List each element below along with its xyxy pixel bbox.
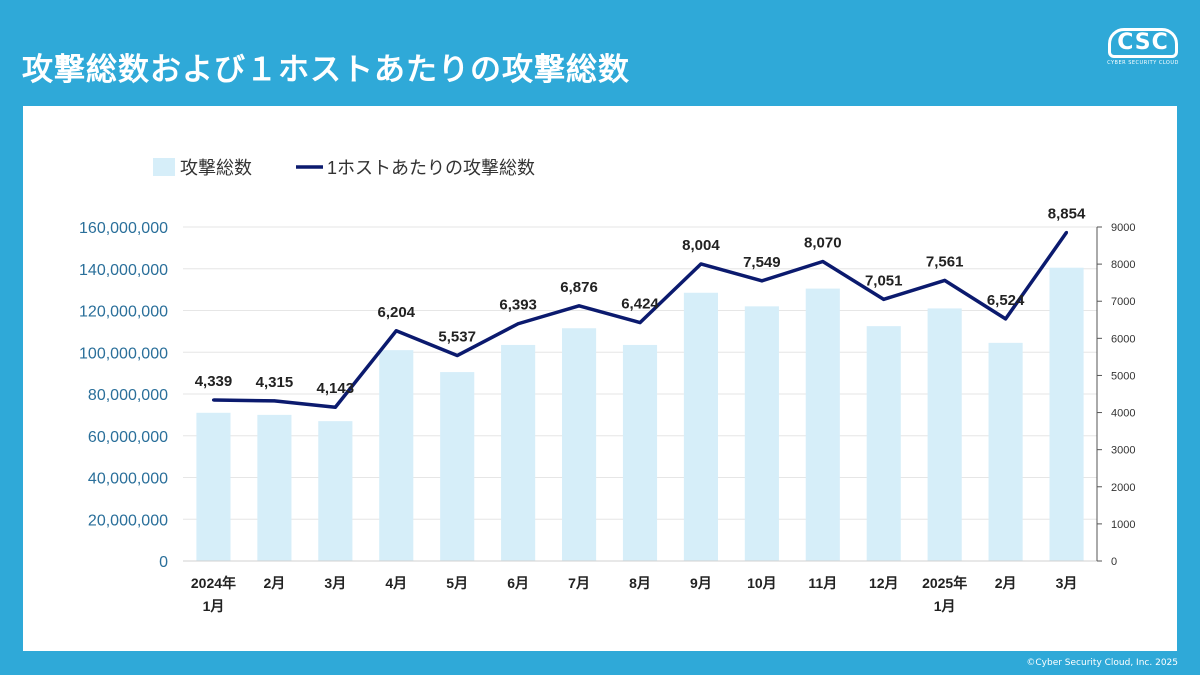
combo-chart: 0 20,000,000 40,000,000 60,000,000 80,000,00… bbox=[79, 158, 1135, 614]
right-tick-label: 3000 bbox=[1111, 445, 1135, 457]
right-tick-label: 0 bbox=[1111, 556, 1117, 568]
right-tick-label: 4000 bbox=[1111, 408, 1135, 420]
right-tick-label: 2000 bbox=[1111, 482, 1135, 494]
right-tick-label: 1000 bbox=[1111, 519, 1135, 531]
data-label: 6,876 bbox=[560, 279, 598, 296]
data-label: 6,393 bbox=[499, 297, 537, 314]
bar bbox=[805, 288, 840, 561]
data-label: 4,315 bbox=[256, 374, 294, 391]
bar bbox=[379, 350, 414, 561]
left-tick-label: 120,000,000 bbox=[79, 304, 168, 321]
bar bbox=[501, 344, 536, 561]
legend-bar-swatch bbox=[153, 158, 175, 176]
line-point bbox=[272, 399, 276, 403]
x-tick-label: 12月 bbox=[869, 575, 899, 591]
data-label: 6,524 bbox=[987, 292, 1025, 309]
data-label: 6,204 bbox=[377, 304, 415, 321]
data-label: 8,004 bbox=[682, 237, 720, 254]
x-tick-label: 1月 bbox=[203, 598, 225, 614]
logo-subtitle: CYBER SECURITY CLOUD bbox=[1107, 60, 1179, 66]
right-tick-label: 8000 bbox=[1111, 259, 1135, 271]
x-tick-label: 2月 bbox=[264, 575, 286, 591]
x-tick-label: 3月 bbox=[1056, 575, 1078, 591]
right-tick-label: 7000 bbox=[1111, 296, 1135, 308]
bar bbox=[1049, 267, 1084, 561]
x-tick-label: 10月 bbox=[747, 575, 777, 591]
x-tick-label: 6月 bbox=[507, 575, 529, 591]
x-tick-label: 7月 bbox=[568, 575, 590, 591]
left-tick-label: 60,000,000 bbox=[88, 429, 168, 446]
data-label: 7,561 bbox=[926, 253, 964, 270]
line-point bbox=[882, 297, 886, 301]
bar bbox=[927, 308, 962, 561]
right-tick-label: 9000 bbox=[1111, 222, 1135, 234]
chart-panel: 0 20,000,000 40,000,000 60,000,000 80,000,00… bbox=[23, 106, 1177, 651]
line-point bbox=[699, 262, 703, 266]
data-label: 7,051 bbox=[865, 272, 903, 289]
line-point bbox=[760, 279, 764, 283]
cloud-icon: CSC bbox=[1108, 28, 1178, 58]
bar bbox=[683, 292, 718, 561]
x-tick-label: 11月 bbox=[808, 575, 837, 591]
company-logo: CSC CYBER SECURITY CLOUD bbox=[1098, 28, 1188, 76]
line-point bbox=[333, 405, 337, 409]
bar bbox=[318, 421, 353, 561]
left-tick-label: 160,000,000 bbox=[79, 220, 168, 237]
x-tick-label: 9月 bbox=[690, 575, 712, 591]
line-point bbox=[516, 322, 520, 326]
bar bbox=[622, 344, 658, 561]
left-tick-label: 40,000,000 bbox=[88, 471, 168, 488]
data-label: 8,070 bbox=[804, 235, 842, 252]
line-point bbox=[394, 329, 398, 333]
line-point bbox=[943, 278, 947, 282]
bar bbox=[562, 328, 597, 561]
left-tick-label: 80,000,000 bbox=[88, 387, 168, 404]
bar bbox=[988, 342, 1023, 561]
bar bbox=[440, 372, 475, 561]
line-point bbox=[455, 354, 459, 358]
x-tick-label: 1月 bbox=[934, 598, 956, 614]
legend-line-label: 1ホストあたりの攻撃総数 bbox=[327, 158, 535, 178]
line-point bbox=[1065, 230, 1069, 234]
data-label: 7,549 bbox=[743, 254, 781, 271]
data-label: 4,339 bbox=[195, 373, 233, 390]
bar bbox=[257, 414, 292, 561]
bar bbox=[744, 306, 779, 561]
data-label: 6,424 bbox=[621, 296, 659, 313]
line-point bbox=[211, 398, 215, 402]
copyright: ©Cyber Security Cloud, Inc. 2025 bbox=[1026, 658, 1178, 668]
left-tick-label: 20,000,000 bbox=[88, 512, 168, 529]
right-tick-label: 5000 bbox=[1111, 370, 1135, 382]
x-tick-label: 3月 bbox=[324, 575, 346, 591]
line-point bbox=[821, 260, 825, 264]
line-point bbox=[638, 321, 642, 325]
x-tick-label: 8月 bbox=[629, 575, 651, 591]
x-tick-label: 2月 bbox=[995, 575, 1017, 591]
left-tick-label: 100,000,000 bbox=[79, 345, 168, 362]
data-label: 4,143 bbox=[317, 380, 355, 397]
x-tick-label: 2025年 bbox=[922, 575, 967, 591]
x-tick-label: 2024年 bbox=[191, 575, 236, 591]
x-tick-label: 5月 bbox=[446, 575, 468, 591]
page-title: 攻撃総数および１ホストあたりの攻撃総数 bbox=[22, 52, 630, 88]
x-tick-label: 4月 bbox=[385, 575, 407, 591]
line-point bbox=[1004, 317, 1008, 321]
right-tick-label: 6000 bbox=[1111, 333, 1135, 345]
line-point bbox=[577, 304, 581, 308]
left-tick-label: 140,000,000 bbox=[79, 262, 168, 279]
data-label: 8,854 bbox=[1048, 205, 1086, 222]
bar bbox=[866, 326, 901, 561]
legend-bar-label: 攻撃総数 bbox=[180, 158, 252, 178]
data-label: 5,537 bbox=[438, 329, 476, 346]
bar bbox=[196, 412, 231, 561]
left-tick-label: 0 bbox=[159, 554, 168, 571]
